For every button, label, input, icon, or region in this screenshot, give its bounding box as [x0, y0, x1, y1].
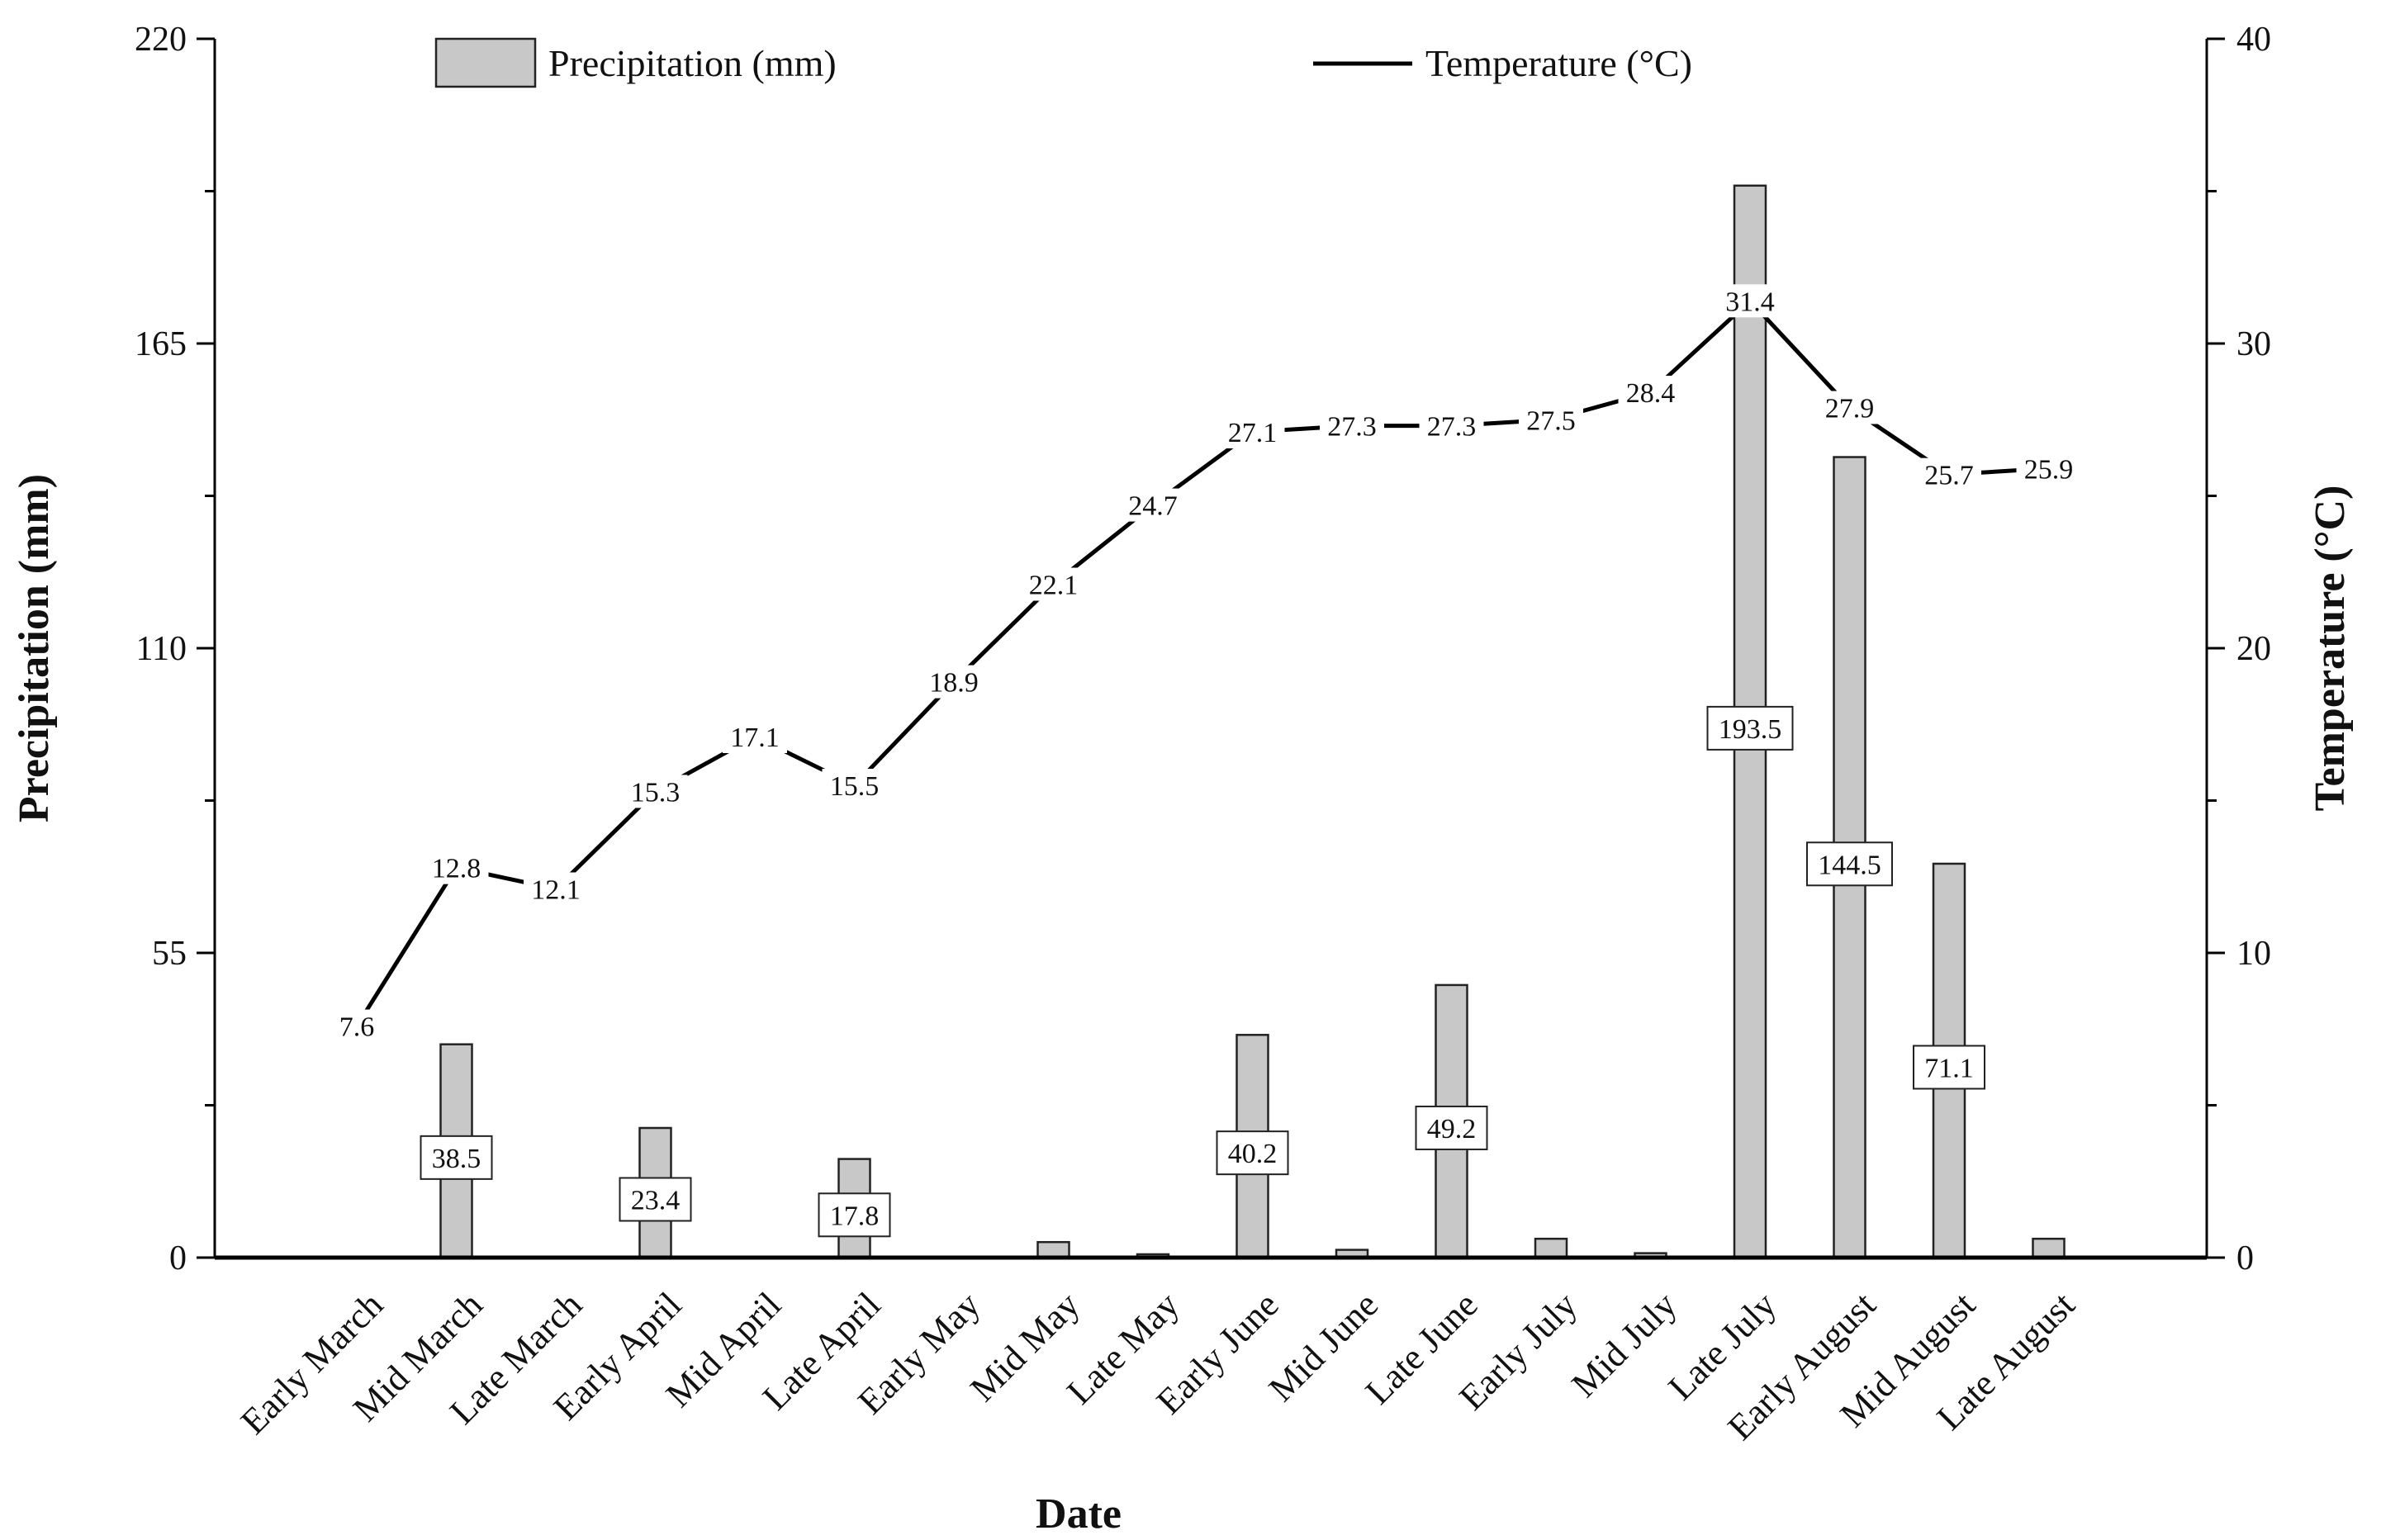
precipitation-value-label: 144.5: [1818, 850, 1881, 880]
temperature-label-bg: [922, 665, 986, 699]
precipitation-label-box: [420, 1135, 493, 1180]
y-right-tick-label: 20: [2236, 630, 2271, 668]
precipitation-label-box: [1806, 841, 1893, 887]
precipitation-bar: [1036, 1240, 1070, 1259]
temperature-line-group: [354, 298, 2049, 1027]
axes: 0 55 110 165 220 0 10 20 30 40: [135, 21, 2271, 1277]
temperature-label-bg: [1220, 415, 1285, 449]
precipitation-bars: [439, 184, 2066, 1259]
temperature-label-bg: [723, 720, 787, 754]
precipitation-value-label: 49.2: [1427, 1114, 1477, 1144]
temperature-value-label: 27.5: [1526, 405, 1576, 436]
temperature-value-label: 27.1: [1228, 418, 1278, 448]
temperature-label-bg: [1320, 409, 1384, 443]
precipitation-label-box: [1216, 1130, 1289, 1176]
x-axis-title: Date: [1036, 1490, 1122, 1538]
y-left-tick-label: 110: [136, 630, 187, 668]
precipitation-label-box: [818, 1192, 891, 1238]
precipitation-bar: [1534, 1237, 1568, 1259]
x-category-label: Mid July: [1563, 1284, 1684, 1405]
temperature-value-label: 27.9: [1825, 393, 1875, 424]
precipitation-value-label: 23.4: [631, 1186, 681, 1216]
temperature-value-label: 27.3: [1327, 412, 1377, 443]
y-left-tick-label: 165: [135, 325, 187, 363]
temperature-value-label: 18.9: [929, 668, 979, 699]
y-right-tick-label: 40: [2236, 21, 2271, 59]
legend-precipitation-swatch: [434, 37, 537, 88]
temperature-label-bg: [2016, 452, 2081, 486]
precipitation-value-label: 38.5: [432, 1144, 481, 1174]
temperature-label-bg: [822, 769, 887, 803]
precipitation-label-box: [1706, 705, 1794, 751]
y-axis-right-title: Temperature (°C): [2307, 486, 2354, 812]
temperature-value-label: 24.7: [1128, 491, 1178, 522]
temperature-label-bg: [1618, 376, 1683, 410]
y-left-tick-label: 220: [135, 21, 187, 59]
temperature-value-label: 27.3: [1427, 412, 1477, 443]
y-left-tick-label: 55: [152, 935, 187, 973]
y-axis-left-title: Precipitation (mm): [11, 474, 58, 822]
temperature-value-label: 22.1: [1029, 571, 1079, 601]
temperature-label-bg: [1519, 403, 1583, 437]
temperature-label-bg: [1021, 567, 1086, 601]
temperature-line: [354, 298, 2049, 1027]
precipitation-value-label: 71.1: [1924, 1053, 1974, 1083]
precipitation-value-label: 40.2: [1228, 1139, 1278, 1169]
legend: Precipitation (mm) Temperature (°C): [434, 37, 1692, 88]
temperature-label-bg: [524, 872, 588, 906]
temperature-label-bg: [1419, 409, 1484, 443]
temperature-value-label: 25.9: [2024, 454, 2074, 485]
precipitation-labels: 38.5 23.4 17.8 40.2 49.2 193.5 144.5 71.1: [420, 705, 1985, 1238]
y-right-tick-label: 30: [2236, 325, 2271, 363]
temperature-label-bg: [1817, 391, 1882, 424]
temperature-value-label: 25.7: [1924, 461, 1974, 491]
temperature-value-label: 15.3: [631, 777, 681, 808]
precipitation-value-label: 17.8: [830, 1201, 880, 1231]
precipitation-value-label: 193.5: [1719, 714, 1782, 745]
precipitation-label-box: [619, 1177, 692, 1222]
temperature-value-label: 7.6: [339, 1012, 375, 1043]
temperature-label-bg: [623, 775, 688, 808]
temperature-label-bg: [1917, 457, 1981, 491]
y-right-tick-label: 10: [2236, 935, 2271, 973]
temperature-value-label: 12.1: [531, 875, 581, 906]
legend-temperature-label: Temperature (°C): [1425, 42, 1692, 84]
precipitation-label-box: [1913, 1045, 1985, 1090]
temperature-value-label: 15.5: [830, 771, 880, 802]
temperature-label-bg: [331, 1009, 382, 1043]
temperature-value-label: 28.4: [1626, 378, 1676, 409]
y-right-tick-label: 0: [2236, 1239, 2254, 1277]
temperature-label-bg: [424, 851, 489, 884]
temperature-value-label: 12.8: [432, 854, 481, 884]
temperature-value-label: 17.1: [730, 723, 780, 753]
temperature-labels: 7.6 12.8 12.1 15.3 17.1 15.5 18.9 22.1 24.7 27.1 2…: [331, 284, 2081, 1043]
precipitation-bar: [2032, 1237, 2066, 1259]
y-left-tick-label: 0: [169, 1239, 187, 1277]
temperature-value-label: 31.4: [1725, 287, 1775, 317]
temperature-label-bg: [1121, 488, 1185, 522]
precipitation-label-box: [1415, 1105, 1488, 1150]
legend-precipitation-label: Precipitation (mm): [548, 42, 837, 84]
temperature-label-bg: [1718, 284, 1782, 318]
